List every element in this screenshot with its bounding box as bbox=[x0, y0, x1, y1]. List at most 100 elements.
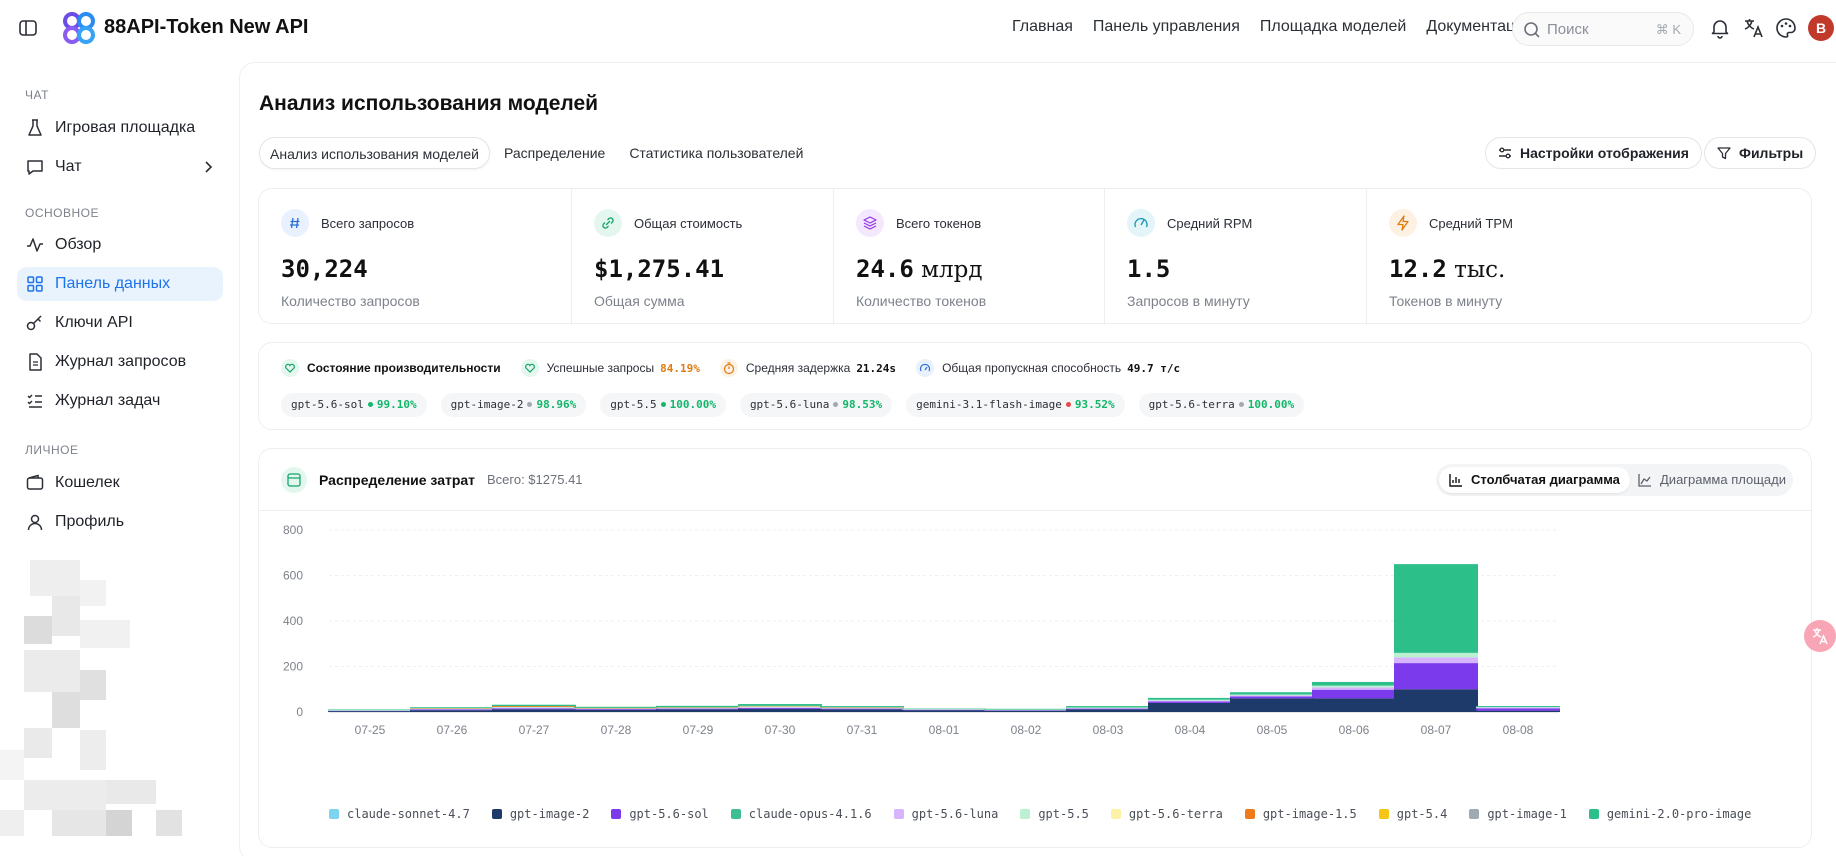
area-chart-button[interactable]: Диаграмма площади bbox=[1628, 467, 1796, 493]
bar-segment bbox=[1230, 694, 1314, 696]
section-chat-label: ЧАТ bbox=[25, 88, 49, 102]
document-icon bbox=[29, 353, 42, 371]
model-chips: gpt-5.6-sol 99.10% gpt-image-2 98.96% gpt-… bbox=[281, 393, 1318, 417]
bell-icon[interactable] bbox=[1708, 16, 1732, 40]
bar-segment bbox=[1394, 657, 1478, 664]
stat-label: Средний RPM bbox=[1167, 216, 1253, 231]
throughput-icon bbox=[916, 359, 935, 377]
legend-item[interactable]: gpt-5.6-sol bbox=[611, 807, 709, 821]
activity-icon bbox=[27, 238, 43, 252]
bar-segment bbox=[574, 708, 658, 710]
bar-segment bbox=[984, 709, 1068, 710]
bar-segment bbox=[902, 708, 986, 710]
legend-label: gpt-5.5 bbox=[1038, 807, 1089, 821]
search-input[interactable]: Поиск ⌘ K bbox=[1512, 12, 1694, 46]
legend-item[interactable]: claude-sonnet-4.7 bbox=[329, 807, 470, 821]
stat-avg-tpm: Средний TPM 12.2 тыс. Токенов в минуту bbox=[1366, 189, 1812, 325]
bar-segment bbox=[1148, 697, 1232, 700]
bar-segment bbox=[492, 707, 576, 709]
legend-item[interactable]: gemini-2.0-pro-image bbox=[1588, 807, 1751, 821]
sidebar-item-label: Кошелек bbox=[55, 474, 120, 491]
x-tick-label: 07-25 bbox=[355, 723, 386, 737]
nav-home[interactable]: Главная bbox=[1012, 18, 1073, 35]
bar-segment bbox=[820, 709, 904, 712]
stat-value: 24.6 млрд bbox=[856, 255, 983, 283]
bar-segment bbox=[492, 704, 576, 707]
legend-item[interactable]: gpt-5.5 bbox=[1020, 807, 1089, 821]
filters-label: Фильтры bbox=[1739, 145, 1804, 161]
sidebar-item-task-log[interactable]: Журнал задач bbox=[17, 384, 223, 418]
bar-segment bbox=[656, 705, 740, 708]
section-main-label: ОСНОВНОЕ bbox=[25, 206, 100, 220]
sidebar-item-label: Чат bbox=[55, 158, 82, 175]
stat-value: 1.5 bbox=[1127, 255, 1171, 283]
bar-segment bbox=[902, 709, 986, 710]
sidebar-item-profile[interactable]: Профиль bbox=[17, 505, 223, 539]
bar-segment bbox=[984, 709, 1068, 711]
nav-documentation[interactable]: Документация bbox=[1426, 18, 1533, 35]
filter-icon bbox=[1717, 147, 1731, 160]
nav-control-panel[interactable]: Панель управления bbox=[1092, 18, 1240, 35]
performance-panel: Состояние производительности Успешные за… bbox=[258, 342, 1812, 430]
legend-label: gpt-image-1 bbox=[1487, 807, 1567, 821]
stat-label: Всего токенов bbox=[896, 216, 982, 231]
sidebar-item-playground[interactable]: Игровая площадка bbox=[17, 111, 223, 145]
stat-sub: Количество токенов bbox=[856, 293, 987, 309]
legend-item[interactable]: gpt-5.6-luna bbox=[893, 807, 998, 821]
legend-swatch bbox=[491, 809, 502, 819]
model-chip: gpt-5.6-sol 99.10% bbox=[281, 393, 427, 417]
bar-segment bbox=[1312, 685, 1396, 688]
palette-icon[interactable] bbox=[1774, 16, 1798, 40]
sidebar-item-dashboard[interactable]: Панель данных bbox=[17, 267, 223, 301]
bar-segment bbox=[492, 706, 576, 707]
sidebar-toggle-icon[interactable] bbox=[18, 18, 38, 38]
nav-model-marketplace[interactable]: Площадка моделей bbox=[1259, 18, 1407, 35]
bar-segment bbox=[328, 709, 412, 711]
translate-icon[interactable] bbox=[1742, 16, 1766, 40]
sidebar-item-request-log[interactable]: Журнал запросов bbox=[17, 345, 223, 379]
bar-segment bbox=[1476, 710, 1560, 712]
bar-segment bbox=[1312, 689, 1396, 699]
x-tick-label: 08-07 bbox=[1421, 723, 1452, 737]
bar-segment bbox=[738, 705, 822, 707]
layers-icon bbox=[856, 209, 884, 237]
translate-fab-button[interactable] bbox=[1804, 620, 1836, 652]
bar-segment bbox=[1312, 698, 1396, 712]
tab-distribution[interactable]: Распределение bbox=[504, 145, 606, 161]
top-bar: 88API-Token New API Главная Панель управ… bbox=[0, 0, 1836, 56]
x-tick-label: 08-01 bbox=[929, 723, 960, 737]
bar-segment bbox=[738, 707, 822, 709]
legend-swatch bbox=[1378, 809, 1389, 819]
bar-segment bbox=[656, 707, 740, 708]
sidebar-item-api-keys[interactable]: Ключи API bbox=[17, 306, 223, 340]
tab-model-usage[interactable]: Анализ использования моделей bbox=[259, 137, 491, 169]
legend-item[interactable]: gpt-5.4 bbox=[1378, 807, 1447, 821]
legend-item[interactable]: claude-opus-4.1.6 bbox=[730, 807, 872, 821]
avatar[interactable]: B bbox=[1808, 15, 1834, 41]
bar-segment bbox=[820, 706, 904, 708]
bar-chart-button[interactable]: Столбчатая диаграмма bbox=[1439, 467, 1630, 493]
legend-item[interactable]: gpt-image-2 bbox=[491, 807, 589, 821]
sidebar-item-overview[interactable]: Обзор bbox=[17, 228, 223, 262]
model-chip: gpt-image-2 98.96% bbox=[440, 393, 587, 417]
filters-button[interactable]: Фильтры bbox=[1704, 137, 1817, 169]
bar-segment bbox=[1476, 708, 1560, 711]
tab-user-stats[interactable]: Статистика пользователей bbox=[629, 145, 804, 161]
legend-swatch bbox=[1110, 809, 1121, 819]
legend-item[interactable]: gpt-5.6-terra bbox=[1110, 807, 1223, 821]
sidebar-item-wallet[interactable]: Кошелек bbox=[17, 466, 223, 500]
bar-segment bbox=[492, 708, 576, 710]
display-settings-button[interactable]: Настройки отображения bbox=[1485, 137, 1702, 169]
legend-item[interactable]: gpt-image-1 bbox=[1469, 807, 1567, 821]
bar-segment bbox=[1394, 663, 1478, 690]
legend-item[interactable]: gpt-image-1.5 bbox=[1244, 807, 1357, 821]
throughput-label: Общая пропускная способность bbox=[942, 361, 1122, 375]
chart-legend: claude-sonnet-4.7 gpt-image-2 gpt-5.6-sol c… bbox=[329, 807, 1773, 821]
cost-distribution-card: Распределение затрат Всего: $1275.41 Сто… bbox=[258, 448, 1812, 848]
app-title: 88API-Token New API bbox=[104, 16, 309, 38]
stat-total-tokens: Всего токенов 24.6 млрд Количество токен… bbox=[833, 189, 1104, 325]
heart-check-icon bbox=[520, 359, 539, 377]
sidebar-item-chat[interactable]: Чат bbox=[17, 150, 223, 184]
top-nav: Главная Панель управления Площадка модел… bbox=[1012, 18, 1553, 36]
bar-segment bbox=[820, 708, 904, 709]
